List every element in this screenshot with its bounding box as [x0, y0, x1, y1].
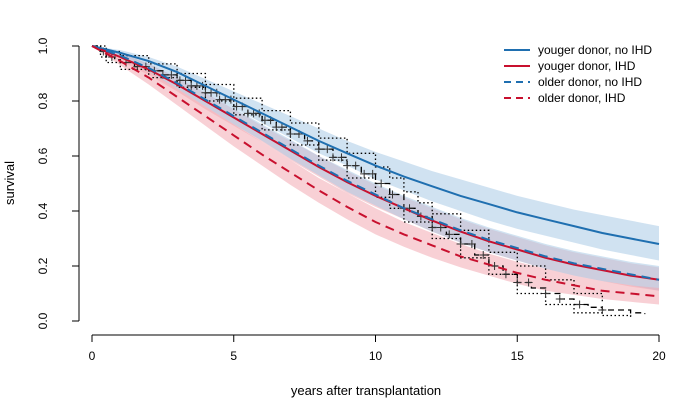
model-curves [91, 45, 660, 298]
x-axis-title: years after transplantation [291, 383, 441, 398]
y-tick-label: 0.8 [36, 92, 50, 109]
curve-older-donor-ihd [91, 45, 660, 298]
legend-label-youger-donor-ihd: youger donor, IHD [538, 59, 636, 73]
censor-mark [541, 289, 550, 298]
censor-mark [479, 251, 488, 259]
censor-mark [555, 295, 564, 303]
y-tick-label: 0.0 [36, 312, 50, 329]
censor-mark [314, 145, 323, 154]
censor-mark [286, 130, 295, 138]
censor-mark [445, 230, 454, 239]
censor-mark [575, 300, 584, 309]
censor-mark [501, 270, 510, 279]
y-ticks: 0.0 0.2 0.4 0.6 0.8 1.0 [36, 37, 79, 329]
y-tick-label: 0.4 [36, 202, 50, 219]
censor-mark [377, 179, 386, 188]
legend-label-youger-donor-no-ihd: youger donor, no IHD [538, 43, 652, 57]
legend-label-older-donor-no-ihd: older donor, no IHD [538, 75, 642, 89]
censor-mark [467, 240, 476, 248]
curve-youger-donor-ihd [91, 45, 660, 281]
x-tick-label: 10 [369, 349, 383, 363]
x-tick-label: 0 [89, 349, 96, 363]
legend: youger donor, no IHD youger donor, IHD old… [504, 43, 652, 105]
censor-mark [167, 70, 176, 79]
censor-mark [337, 153, 346, 162]
band-older-donor-ihd [92, 46, 659, 305]
censor-mark [181, 76, 190, 85]
censor-mark [351, 161, 360, 170]
censor-mark [277, 123, 286, 132]
censor-mark [368, 169, 377, 178]
censor-mark [598, 306, 607, 314]
x-tick-label: 20 [652, 349, 666, 363]
curve-youger-donor-no-ihd [91, 45, 660, 245]
censor-mark [524, 278, 533, 287]
censor-mark [428, 223, 437, 232]
censor-mark [328, 153, 337, 162]
censor-mark [456, 240, 465, 248]
legend-label-older-donor-ihd: older donor, IHD [538, 91, 626, 105]
censor-mark [323, 145, 332, 154]
y-tick-label: 0.2 [36, 257, 50, 274]
y-tick-label: 0.6 [36, 147, 50, 164]
censor-mark [343, 161, 352, 170]
censor-mark [303, 136, 312, 145]
x-tick-label: 15 [511, 349, 525, 363]
censor-mark [360, 169, 369, 178]
x-tick-label: 5 [230, 349, 237, 363]
curve-older-donor-no-ihd [91, 45, 660, 281]
x-ticks: 0 5 10 15 20 [89, 335, 666, 363]
censor-mark [388, 190, 397, 199]
kaplan-meier-layer [92, 45, 646, 317]
y-axis-title: survival [2, 161, 17, 205]
censor-mark [513, 278, 522, 287]
y-tick-label: 1.0 [36, 37, 50, 54]
